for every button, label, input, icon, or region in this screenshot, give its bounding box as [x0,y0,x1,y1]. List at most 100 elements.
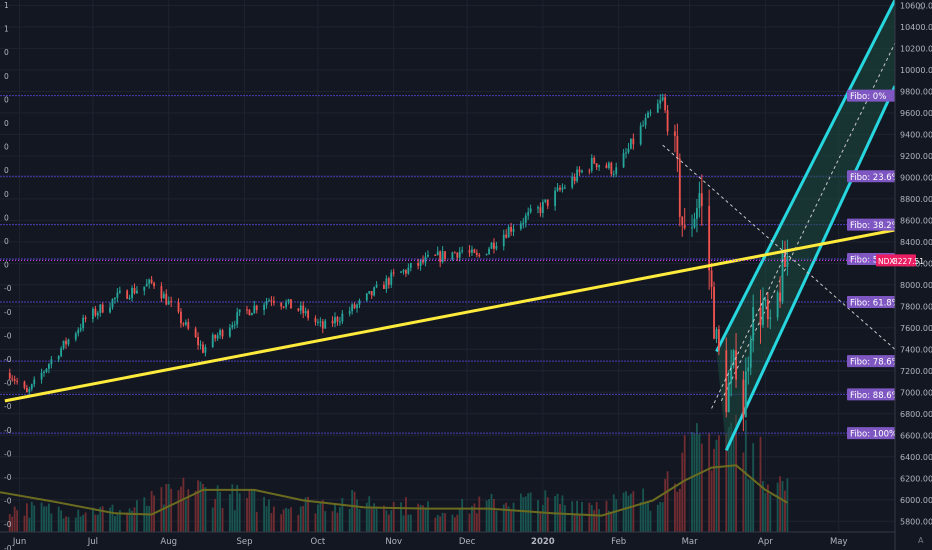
volume-bar [735,415,737,532]
left-tick-label: -0 [4,426,12,435]
corner-label-bottom[interactable]: A [918,536,924,545]
volume-bar [524,496,527,532]
channel-lower-line [724,85,897,451]
candle-body [233,324,236,326]
volume-bar [162,504,165,532]
candle-body [439,251,442,263]
left-tick-label: 1 [4,25,9,34]
candle-body [559,187,561,190]
volume-bar [725,433,728,532]
candle-body [615,167,618,175]
volume-bar [246,497,248,532]
last-price-label: 8227.51 [893,257,924,266]
candle-body [111,299,114,308]
volume-bar [236,484,239,532]
volume-bar [674,483,676,532]
candle-body [101,304,104,313]
volume-bar [656,504,659,532]
time-tick-label: 2020 [531,537,555,547]
left-tick-label: 0 [4,237,9,246]
drawn-lines[interactable] [4,144,896,409]
candle-body [674,131,676,136]
candlesticks [8,93,789,432]
candle-body [629,138,632,149]
candle-body [109,307,111,313]
volume-bar [779,476,781,532]
volume-bar [385,510,388,532]
candle-body [434,254,437,256]
time-tick-label: Mar [682,537,699,547]
volume-bar [299,506,302,532]
candle-body [691,227,693,229]
volume-bar [488,499,490,532]
candle-body [118,290,121,293]
volume-bar [659,502,662,532]
price-axis-background [895,0,932,550]
volume-bar [742,452,745,532]
candle-body [458,251,461,258]
candle-body [593,157,596,164]
volume-bar [642,488,645,532]
price-tick-label: 8600.00 [900,216,932,225]
volume-bar [607,510,610,532]
candle-body [280,303,283,307]
candle-body [265,301,268,305]
candle-body [436,251,439,256]
candle-body [94,308,97,316]
volume-bar [233,510,236,532]
volume-bar [759,436,762,532]
volume-bar [424,507,427,532]
candle-body [114,297,116,300]
volume-bar [216,485,219,532]
candle-body [471,249,473,253]
volume-bar [632,491,635,532]
candle-body [79,328,82,330]
candle-body [590,157,593,171]
volume-bar [588,502,591,532]
candle-body [764,299,767,301]
candle-body [681,216,684,226]
volume-bar [444,513,446,532]
time-axis[interactable]: Jun Jul Aug Sep Oct Nov Dec 2020 Feb Mar Apr May [12,537,848,547]
candle-body [512,229,515,232]
candle-body [537,207,539,209]
volume-bar [45,506,48,532]
volume-bar [475,513,478,532]
candle-body [563,187,566,189]
volume-bar [238,493,241,532]
candle-body [400,271,402,273]
volume-bar [698,433,701,532]
candle-body [341,313,344,322]
candle-body [128,297,131,299]
volume-bar [490,493,493,532]
volume-bar [219,491,221,532]
parallel-channel[interactable] [715,0,897,451]
price-tick-label: 8800.00 [900,195,932,204]
corner-label-top[interactable]: A [918,3,924,12]
candle-body [314,318,317,323]
candle-body [282,306,285,308]
volume-bar [730,422,733,532]
fib-label-box [847,427,909,440]
candle-body [725,350,728,413]
candle-body [77,329,80,334]
candle-body [40,372,43,380]
volume-bar [62,518,65,532]
volume-bar [290,507,292,532]
volume-bar [676,491,679,532]
volume-bar [537,500,539,532]
candle-body [334,317,336,324]
volume-bar [747,479,750,532]
volume-bar [696,423,698,532]
candle-body [236,312,239,325]
candle-body [456,252,459,258]
volume-bar [639,502,642,532]
last-price-box [876,254,916,267]
volume-bar [65,516,67,532]
volume-bar [664,478,667,532]
volume-bar [578,513,581,532]
volume-bar [776,482,779,532]
volume-bar [211,507,214,532]
candle-body [632,138,635,145]
